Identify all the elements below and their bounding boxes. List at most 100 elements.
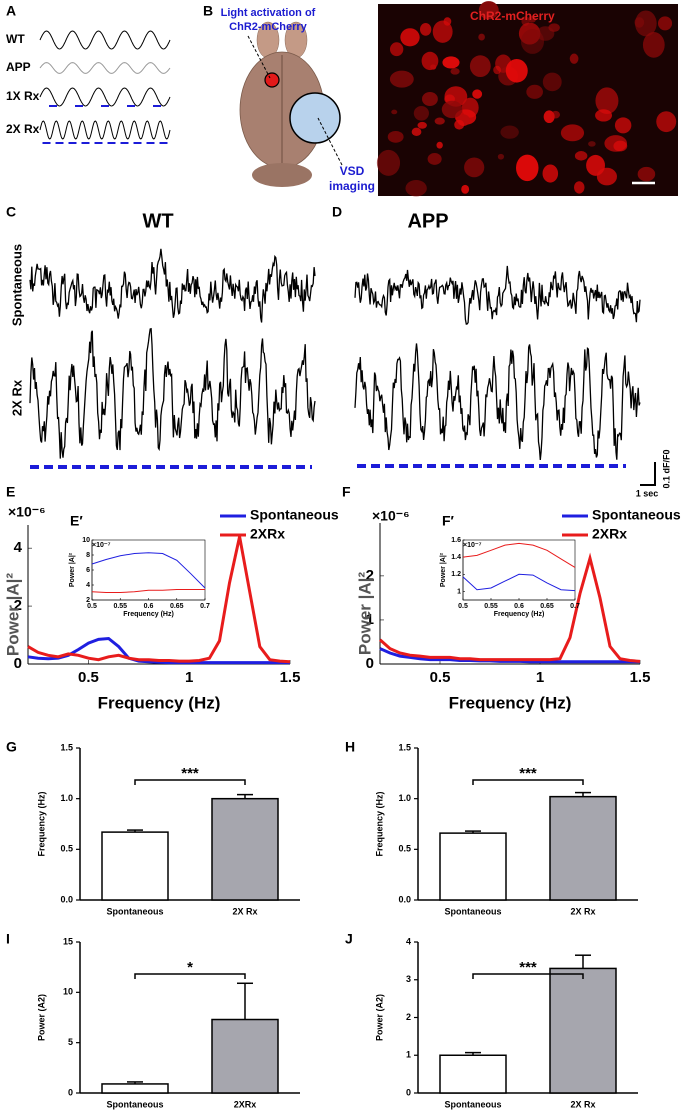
cell [389,70,414,88]
y-tick-label: 1 [457,588,461,595]
y-tick-label: 1.2 [451,571,461,578]
bar [211,797,279,901]
series-line [379,552,641,663]
annotation: ChR2-mCherry [229,21,308,33]
significance-label: *** [181,765,199,782]
row-label: 2X Rx [9,379,24,416]
legend-label: 2XRx [250,526,285,542]
panel-label: G [6,739,17,755]
y-tick-label: 0 [14,655,22,672]
cell [642,32,665,58]
y-tick-label: 0 [366,655,374,672]
cell [472,89,483,99]
cell [450,67,460,75]
vsd-traces [29,248,641,460]
cell [432,20,453,43]
legend-label: Spontaneous [592,507,681,523]
trace [29,248,316,323]
scale-bar [640,462,656,486]
cell [526,84,543,99]
y-tick-label: 1.5 [60,742,73,752]
cell [405,179,427,197]
trace [354,343,641,460]
wave [39,30,171,50]
wave [39,120,171,140]
x-tick-label: 0.6 [514,603,524,610]
y-tick-label: 3 [406,974,411,984]
panel-title: WT [142,210,173,232]
cell [376,149,401,176]
cell [542,72,562,92]
cell [454,119,465,130]
micrograph-label: ChR2-mCherry [470,9,555,23]
cell [595,109,613,122]
panel-label: E′ [70,513,83,529]
cell [387,130,404,143]
x-tick-label: 1 [185,669,193,686]
y-tick-label: 2 [366,567,374,584]
cell [413,105,429,121]
panel-label: F′ [442,513,455,529]
cell [505,58,528,83]
x-tick-label: Spontaneous [444,906,501,916]
series-line [462,542,576,568]
trace [29,327,316,459]
cell [635,10,657,37]
cell [464,157,485,178]
y-tick-label: 2 [86,597,90,604]
cell [657,16,673,31]
y-tick-label: 4 [86,582,90,589]
wave [39,87,171,107]
y-tick-label: 10 [82,537,90,544]
y-tick-label: 1 [406,1050,411,1060]
y-tick-label: 4 [14,539,23,556]
legend-label: 2XRx [592,526,627,542]
bar [439,832,507,901]
cell [595,87,619,115]
x-axis-label: Frequency (Hz) [449,693,572,712]
x-tick-label: 2X Rx [570,906,595,916]
significance-bracket [472,779,584,785]
cell [443,17,452,26]
row-label: 2X Rx [6,122,40,136]
x-tick-label: Spontaneous [444,1099,501,1109]
y-tick-label: 1.5 [398,742,411,752]
cell [596,167,617,186]
cell [421,91,438,107]
y-tick-label: 4 [406,936,411,946]
cell [400,28,420,47]
y-tick-label: 1.0 [398,793,411,803]
axis-multiplier: ×10⁻⁶ [8,504,46,520]
cell [442,56,460,69]
x-tick-label: 0.5 [78,669,99,686]
cell [461,184,470,194]
panel-label: B [203,3,213,19]
x-tick-label: 0.65 [540,603,554,610]
y-tick-label: 6 [86,567,90,574]
series-line [27,636,290,665]
significance-bracket [134,779,246,785]
y-tick-label: 1 [366,611,374,628]
x-tick-label: 0.7 [570,603,580,610]
y-axis-label: Power |A|² [355,572,374,656]
cell [542,164,559,183]
significance-bracket [134,973,246,979]
inset-frame [91,539,206,601]
y-tick-label: 10 [63,987,73,997]
significance-label: *** [519,959,537,976]
bar [101,1083,169,1094]
x-axis-label: Frequency (Hz) [123,611,174,618]
x-tick-label: 0.65 [170,603,184,610]
x-tick-label: 2X Rx [232,906,257,916]
cell [434,117,445,125]
trace [354,265,641,325]
x-tick-label: 0.55 [484,603,498,610]
x-tick-label: 1 [536,669,544,686]
x-tick-label: 0.5 [430,669,451,686]
annotation: VSD [340,164,365,178]
series-line [91,552,206,589]
y-tick-label: 1.0 [60,793,73,803]
x-tick-label: 2X Rx [570,1099,595,1109]
cell [637,166,656,182]
